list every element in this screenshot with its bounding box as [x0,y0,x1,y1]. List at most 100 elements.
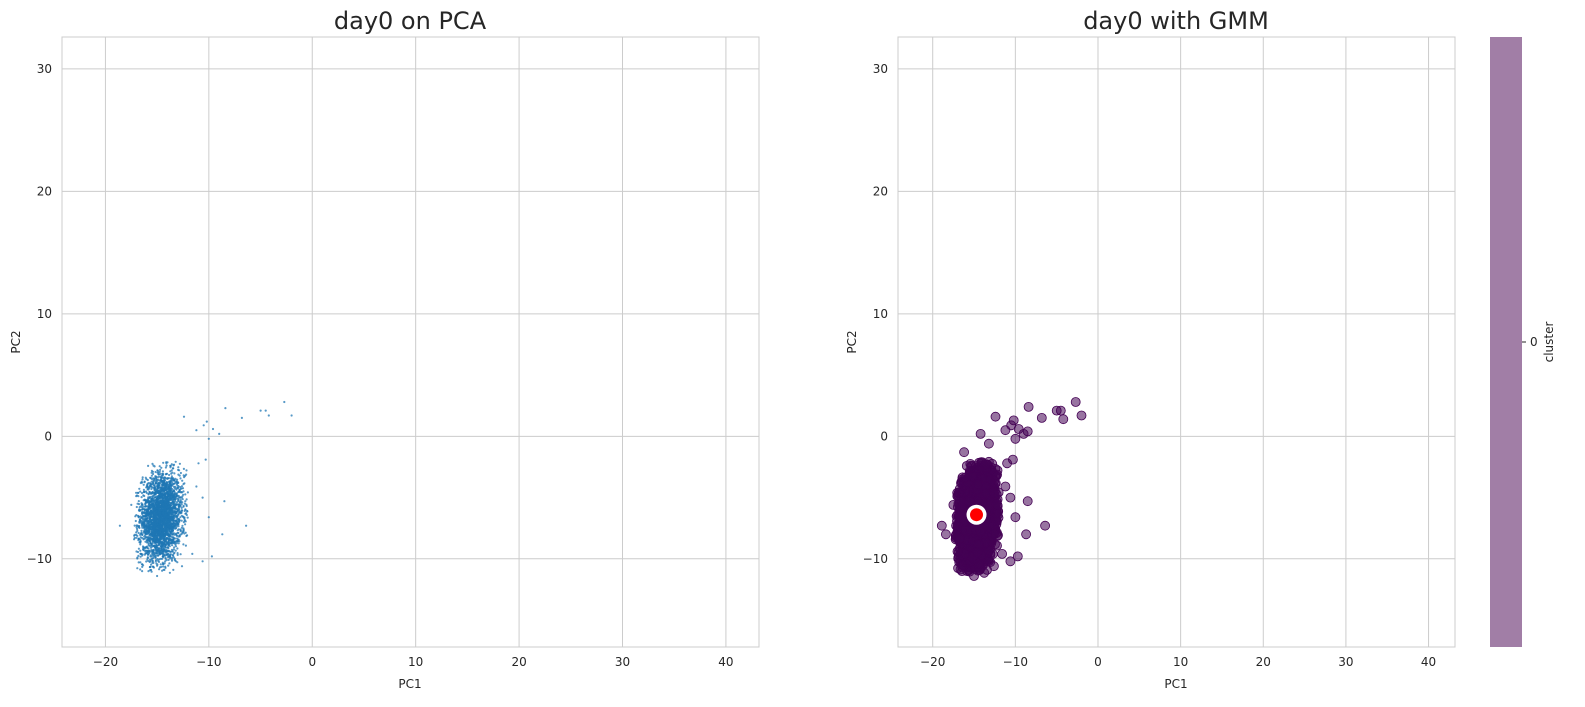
scatter-point [156,533,159,536]
scatter-point [151,462,154,465]
scatter-point [144,514,148,517]
scatter-point [172,522,175,525]
scatter-point [135,495,138,498]
scatter-point [145,511,148,514]
scatter-point [158,511,161,514]
scatter-point [162,539,165,542]
x-tick-label: 20 [511,655,526,669]
scatter-point [180,491,184,494]
scatter-point [144,529,147,532]
scatter-point [143,480,146,483]
scatter-point [170,463,173,466]
scatter-point [138,509,142,512]
scatter-point [178,511,181,514]
scatter-point [164,466,167,469]
scatter-point [156,469,159,472]
scatter-point [160,476,163,479]
scatter-point [172,482,176,485]
scatter-point [168,538,171,541]
scatter-point [165,461,168,464]
scatter-point [164,493,167,496]
scatter-point [160,479,163,483]
scatter-point [180,565,184,568]
scatter-point [155,531,158,534]
scatter-point [150,570,153,573]
x-tick-label: −20 [93,655,118,669]
scatter-point [162,497,166,500]
scatter-point [224,407,227,410]
scatter-point [146,517,149,520]
scatter-point [173,498,176,501]
scatter-point [177,496,181,499]
scatter-point [158,568,161,571]
scatter-point [164,554,167,557]
x-tick-label: 10 [408,655,423,669]
scatter-point [137,495,140,498]
scatter-point [137,503,141,506]
scatter-point [146,550,149,553]
scatter-point [168,562,171,565]
scatter-point [143,546,146,549]
scatter-point [154,470,157,474]
scatter-point [154,546,157,549]
scatter-point [148,503,151,506]
scatter-point [182,415,186,418]
scatter-point [153,544,156,547]
scatter-point [133,524,136,527]
scatter-point [173,546,176,549]
scatter-point [184,493,187,496]
scatter-point [245,524,248,527]
scatter-point [139,481,142,485]
scatter-point [159,563,162,566]
scatter-point [156,558,159,561]
scatter-point [160,551,163,554]
scatter-point [183,518,186,521]
scatter-point [186,534,189,537]
scatter-point [139,536,142,539]
scatter-point [149,483,152,486]
scatter-point [177,505,181,508]
scatter-point [146,531,150,534]
scatter-point [177,468,180,471]
scatter-point [168,473,171,477]
scatter-point [159,472,162,476]
scatter-point [172,463,176,466]
scatter-point [152,494,155,497]
scatter-point [150,542,153,546]
scatter-point [259,409,262,412]
scatter-point [170,558,173,561]
scatter-point [165,559,168,562]
y-tick-label: 30 [37,62,52,76]
scatter-point [169,498,172,502]
scatter-point [173,472,176,475]
scatter-point [136,529,139,533]
scatter-point [169,521,172,524]
scatter-point [162,568,165,571]
scatter-point [169,524,172,527]
scatter-point [170,516,173,520]
scatter-point [163,479,167,482]
scatter-point [148,565,152,569]
scatter-point [163,532,166,536]
scatter-point [184,508,187,511]
scatter-point [186,516,189,519]
scatter-point [150,500,153,503]
scatter-point [162,543,165,546]
scatter-point [160,486,163,489]
scatter-point [165,504,168,507]
scatter-point [144,476,147,479]
scatter-point [174,507,177,510]
scatter-point [156,574,159,578]
scatter-point [159,529,162,532]
scatter-point [150,512,153,515]
scatter-point [169,488,172,491]
scatter-point [165,489,168,492]
scatter-point [140,496,143,499]
scatter-point [140,508,144,511]
scatter-point [162,529,165,532]
scatter-point [152,482,155,485]
scatter-point [137,531,140,535]
scatter-point [149,550,152,553]
